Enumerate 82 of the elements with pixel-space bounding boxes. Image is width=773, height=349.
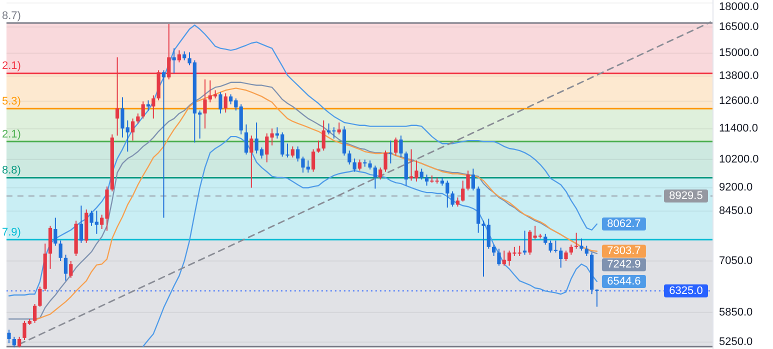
candlestick — [244, 124, 248, 156]
ref-line-label: 8929.5 — [669, 190, 703, 202]
candlestick — [69, 260, 73, 278]
candlestick — [322, 120, 326, 152]
candlestick — [167, 24, 171, 80]
annotation: 5.3) — [2, 96, 21, 108]
candlestick — [348, 150, 352, 166]
y-tick-label: 12600.0 — [719, 95, 759, 108]
candlestick — [394, 137, 398, 156]
y-tick-label: 13800.0 — [719, 70, 759, 82]
candlestick — [286, 143, 290, 158]
y-tick-label: 10200.0 — [719, 153, 759, 166]
candlestick — [420, 168, 424, 180]
candlestick — [152, 94, 156, 120]
candlestick — [424, 174, 429, 186]
candlestick — [497, 248, 501, 266]
candlestick — [456, 196, 460, 208]
candlestick — [528, 230, 532, 256]
candlestick — [54, 217, 58, 246]
candlestick — [224, 92, 228, 114]
candlestick — [466, 170, 470, 191]
candlestick — [564, 250, 568, 262]
candlestick — [492, 244, 496, 256]
candlestick — [218, 92, 222, 114]
y-tick-label: 16500.0 — [719, 20, 759, 33]
ref-line-label: 6325.0 — [669, 284, 703, 297]
candlestick — [399, 135, 403, 158]
y-tick-label: 7050.0 — [719, 254, 753, 267]
candlestick — [544, 233, 548, 246]
candlestick — [162, 70, 166, 218]
y-tick-label: 18000.0 — [719, 1, 759, 13]
candlestick — [290, 146, 294, 158]
candlestick — [450, 190, 454, 208]
candlestick — [471, 168, 475, 191]
candlestick — [7, 329, 11, 344]
candlestick — [18, 336, 22, 348]
candlestick — [368, 160, 372, 170]
candlestick — [12, 336, 16, 348]
candlestick — [58, 240, 62, 262]
candlestick — [388, 140, 392, 164]
candlestick — [373, 165, 377, 190]
candlestick — [580, 238, 584, 252]
candlestick — [358, 159, 362, 172]
candlestick — [177, 50, 181, 63]
candlestick — [595, 288, 599, 308]
candlestick — [337, 122, 341, 135]
annotation: 8.7) — [2, 10, 21, 22]
candlestick — [296, 146, 300, 162]
candlestick — [384, 150, 388, 172]
data-label: 7242.9 — [607, 258, 641, 271]
candlestick — [316, 140, 320, 154]
candlestick — [569, 244, 573, 256]
candlestick — [250, 135, 254, 188]
candlestick — [311, 148, 316, 172]
candlestick — [461, 180, 465, 202]
candlestick — [116, 56, 120, 136]
candlestick — [522, 230, 527, 256]
candlestick — [38, 286, 42, 308]
y-tick-label: 9200.0 — [719, 182, 753, 194]
candlestick — [352, 158, 356, 172]
y-tick-label: 5850.0 — [719, 306, 753, 318]
annotation: 8.8) — [2, 164, 21, 177]
y-tick-label: 5250.0 — [719, 336, 753, 348]
candlestick — [378, 167, 382, 180]
candlestick — [79, 205, 84, 244]
candlestick — [172, 48, 176, 74]
data-label: 8062.7 — [607, 218, 641, 230]
candlestick — [239, 104, 243, 135]
candlestick — [32, 303, 37, 324]
annotation: 7.9) — [2, 226, 21, 239]
candlestick — [141, 100, 145, 120]
candlestick — [136, 112, 140, 124]
candlestick — [130, 118, 135, 142]
annotation: 2.1) — [2, 60, 21, 72]
y-tick-label: 15000.0 — [719, 47, 759, 60]
y-tick-label: 11400.0 — [719, 122, 758, 135]
annotation: 2.1) — [2, 128, 21, 140]
candlestick — [64, 254, 68, 282]
candlestick — [203, 78, 207, 129]
data-label: 7303.7 — [607, 245, 641, 258]
y-tick-label: 8450.0 — [719, 205, 753, 218]
data-label: 6544.6 — [607, 275, 641, 288]
